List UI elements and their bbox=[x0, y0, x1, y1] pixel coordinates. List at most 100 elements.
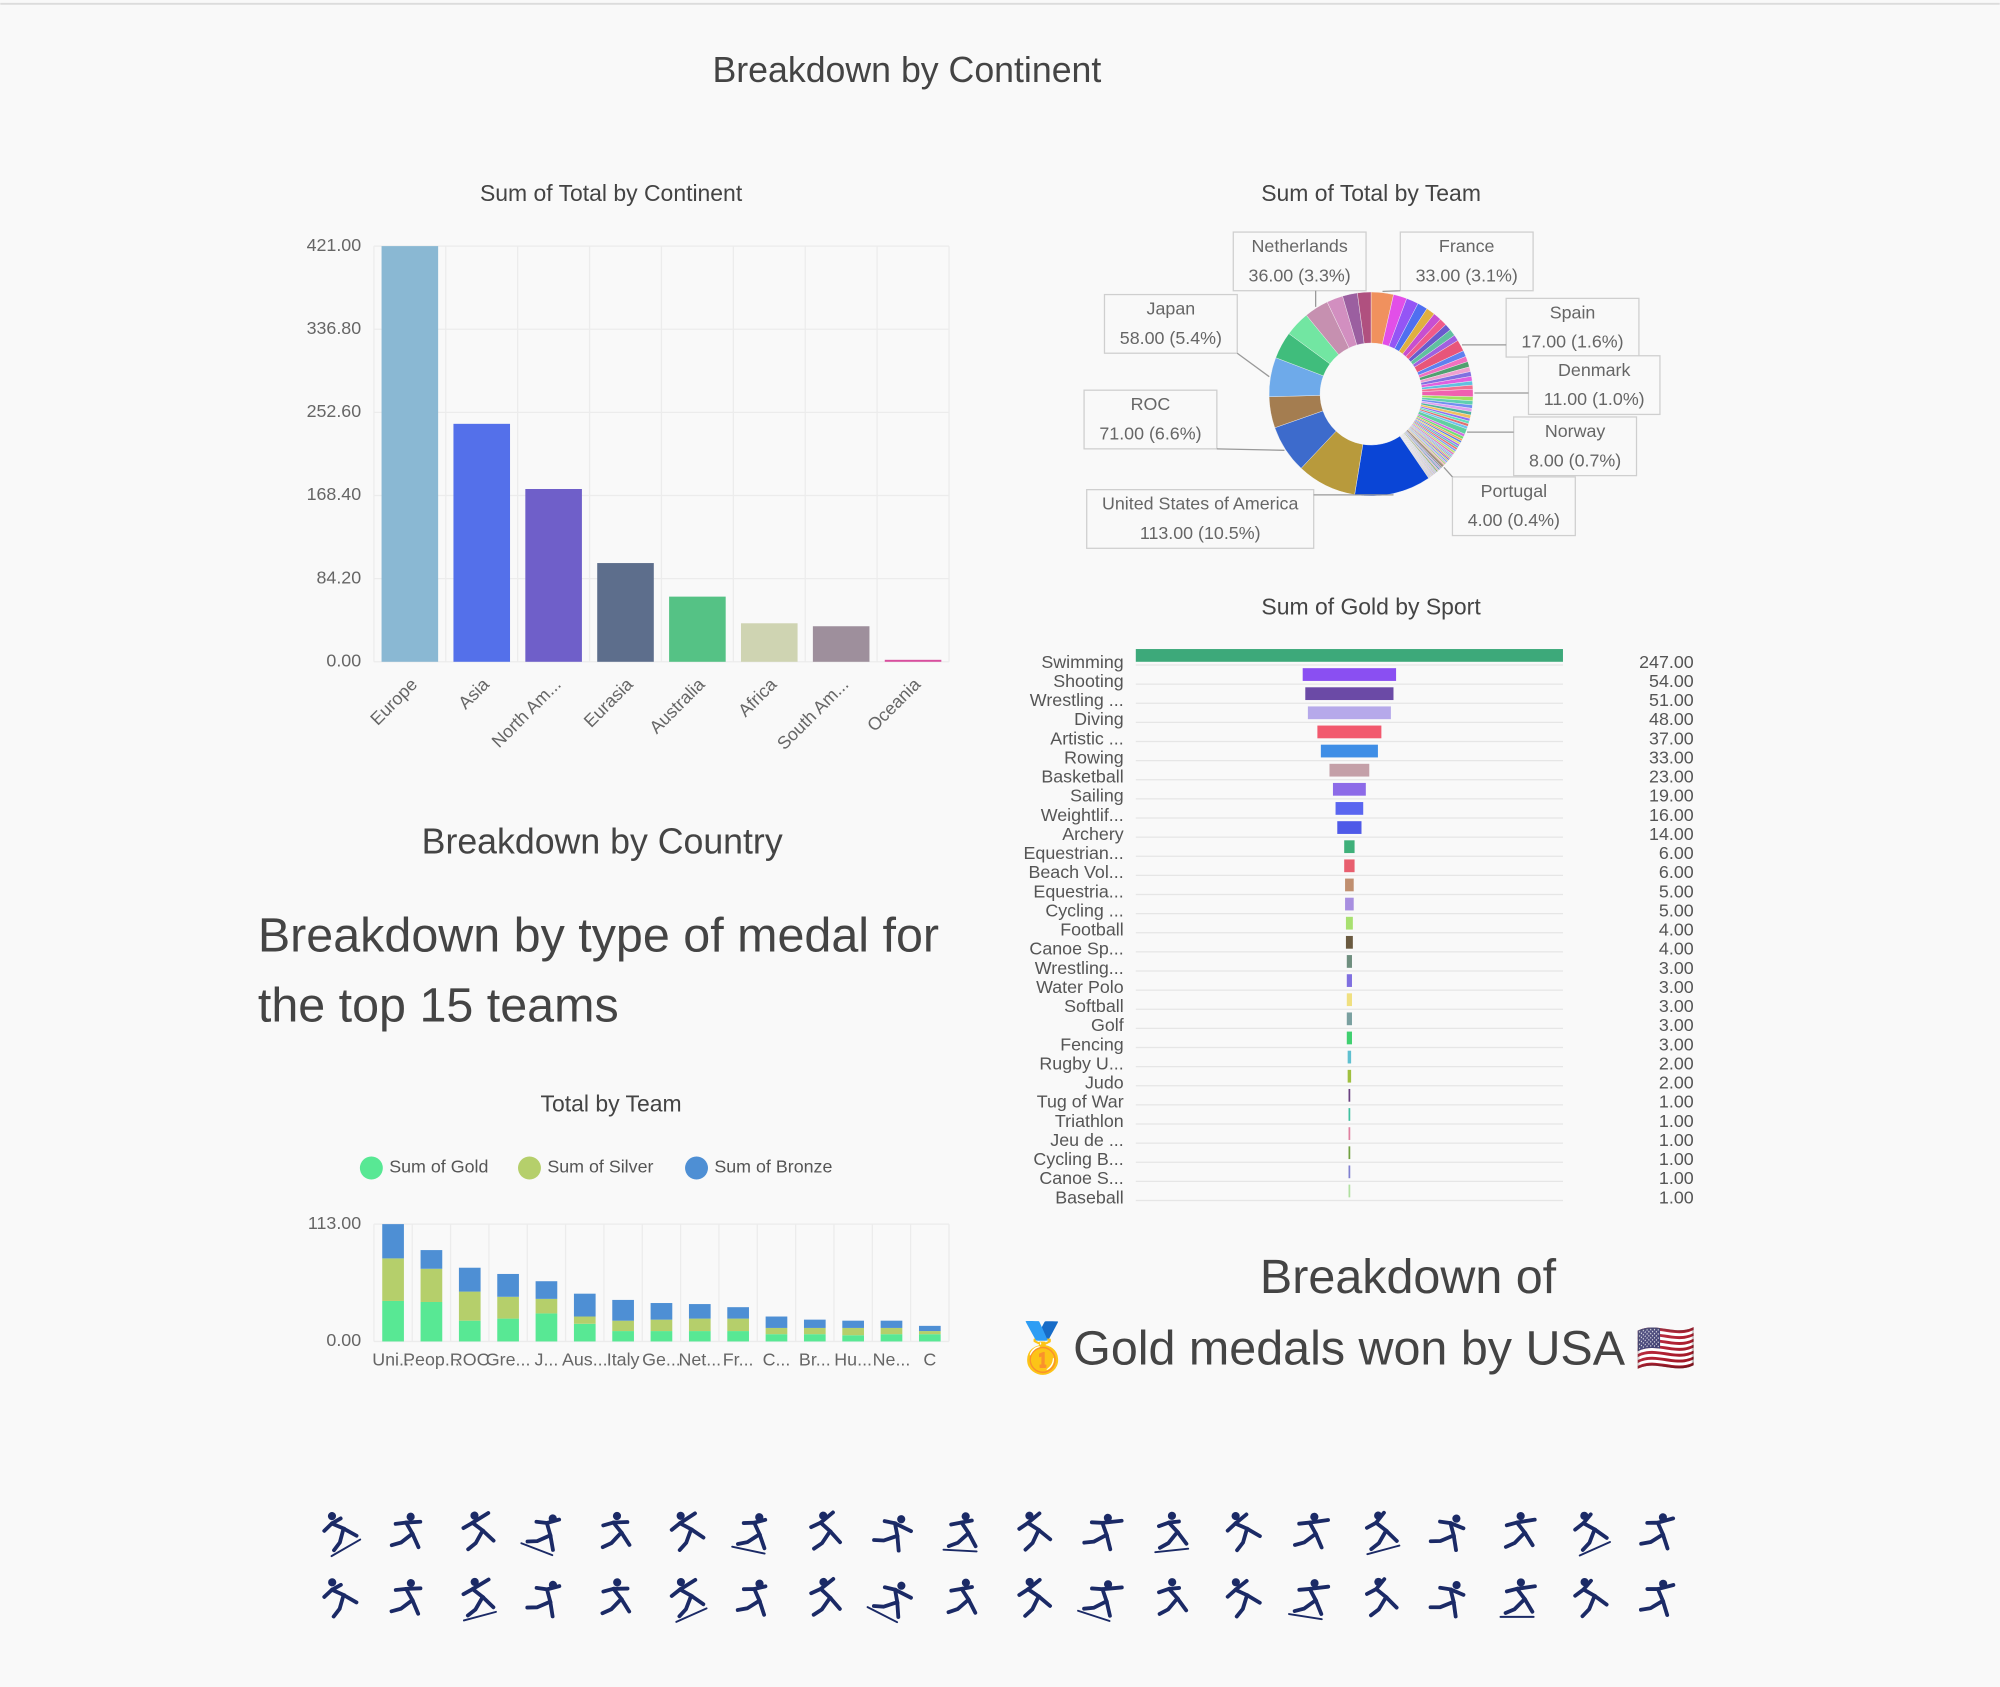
icon-head bbox=[1231, 1578, 1240, 1587]
value-label: 5.00 bbox=[1659, 900, 1694, 920]
value-label: 37.00 bbox=[1649, 728, 1694, 748]
icon-ground bbox=[1366, 1544, 1401, 1556]
category-label: Basketball bbox=[1041, 767, 1123, 787]
sport-icon bbox=[1499, 1578, 1537, 1618]
icon-limb bbox=[818, 1510, 835, 1525]
legend-label: Sum of Silver bbox=[547, 1157, 653, 1177]
bar-segment bbox=[420, 1268, 443, 1302]
sport-icon bbox=[520, 1514, 562, 1557]
icon-limb bbox=[1245, 1526, 1262, 1539]
bar-segment bbox=[688, 1304, 711, 1319]
sport-icon bbox=[669, 1511, 706, 1552]
bar-segment bbox=[497, 1296, 519, 1319]
bar-segment bbox=[842, 1327, 864, 1336]
icon-limb bbox=[1036, 1528, 1053, 1542]
icon-limb bbox=[959, 1518, 974, 1525]
slice-label-value: 8.00 (0.7%) bbox=[1529, 450, 1621, 470]
icon-limb bbox=[410, 1598, 421, 1616]
slice-label-name: Spain bbox=[1550, 302, 1596, 322]
icon-limb bbox=[818, 1577, 836, 1591]
value-label: 48.00 bbox=[1649, 709, 1694, 729]
slice-label-name: Portugal bbox=[1481, 481, 1547, 501]
icon-limb bbox=[470, 1577, 491, 1591]
slice-label: Denmark 11.00 (1.0%) bbox=[1474, 355, 1661, 416]
value-label: 5.00 bbox=[1659, 881, 1694, 901]
sport-icon bbox=[946, 1578, 978, 1615]
bar bbox=[669, 596, 726, 662]
chart-title: Total by Team bbox=[541, 1091, 682, 1117]
bar-segment bbox=[573, 1293, 596, 1317]
bar-segment bbox=[573, 1316, 596, 1324]
value-label: 4.00 bbox=[1659, 920, 1694, 940]
slice-label: Norway 8.00 (0.7%) bbox=[1467, 416, 1638, 477]
icon-limb bbox=[1036, 1594, 1052, 1608]
icon-limb bbox=[677, 1511, 697, 1526]
sport-icon bbox=[1292, 1512, 1330, 1550]
funnel-bar bbox=[1345, 916, 1353, 930]
bar-segment bbox=[535, 1298, 558, 1314]
icon-limb bbox=[689, 1527, 706, 1540]
funnel-bar bbox=[1345, 897, 1354, 911]
sport-icon bbox=[389, 1512, 423, 1550]
icon-limb bbox=[966, 1531, 978, 1549]
x-tick-label: C... bbox=[763, 1349, 791, 1369]
icon-limb bbox=[752, 1517, 768, 1525]
value-label: 3.00 bbox=[1659, 958, 1694, 978]
value-label: 1.00 bbox=[1659, 1187, 1694, 1207]
icon-limb bbox=[1515, 1584, 1537, 1591]
value-label: 1.00 bbox=[1659, 1168, 1694, 1188]
bar-segment bbox=[803, 1319, 826, 1328]
value-label: 3.00 bbox=[1659, 996, 1694, 1016]
y-tick-label: 252.60 bbox=[307, 401, 362, 421]
slice-label-value: 11.00 (1.0%) bbox=[1544, 389, 1645, 409]
sport-icon bbox=[1077, 1580, 1124, 1622]
legend-label: Sum of Gold bbox=[389, 1157, 488, 1177]
icon-head bbox=[1168, 1578, 1177, 1587]
icon-limb bbox=[1307, 1518, 1330, 1525]
bar-segment bbox=[688, 1318, 711, 1332]
icon-head bbox=[406, 1579, 415, 1588]
slice-label: Netherlands 36.00 (3.3%) bbox=[1232, 231, 1367, 307]
value-label: 1.00 bbox=[1659, 1092, 1694, 1112]
bar-segment bbox=[420, 1301, 443, 1342]
category-label: Swimming bbox=[1041, 652, 1123, 672]
bar-segment bbox=[842, 1320, 864, 1328]
sport-icon bbox=[461, 1511, 496, 1552]
slice-label-name: United States of America bbox=[1102, 494, 1298, 514]
bar-segment bbox=[688, 1331, 711, 1342]
category-label: Jeu de ... bbox=[1050, 1130, 1123, 1150]
icon-limb bbox=[1448, 1587, 1466, 1597]
funnel-bar bbox=[1345, 878, 1354, 892]
icon-head bbox=[897, 1581, 906, 1590]
icon-limb bbox=[1167, 1586, 1182, 1591]
sport-icon bbox=[731, 1513, 768, 1555]
icon-ground bbox=[1578, 1541, 1611, 1557]
value-label: 51.00 bbox=[1649, 690, 1694, 710]
bar-segment bbox=[382, 1224, 404, 1259]
icon-limb bbox=[757, 1532, 767, 1551]
icon-limb bbox=[1374, 1510, 1386, 1525]
icon-limb bbox=[1175, 1529, 1189, 1546]
sport-icon bbox=[600, 1578, 632, 1616]
category-label: Beach Vol... bbox=[1028, 862, 1123, 882]
y-tick-label: 168.40 bbox=[307, 484, 362, 504]
icon-limb bbox=[545, 1584, 562, 1592]
x-tick-label: Uni... bbox=[372, 1349, 414, 1369]
value-label: 19.00 bbox=[1649, 786, 1694, 806]
x-tick-label: Hu... bbox=[834, 1349, 872, 1369]
icon-limb bbox=[1655, 1583, 1676, 1591]
icon-limb bbox=[757, 1598, 767, 1617]
value-label: 54.00 bbox=[1649, 671, 1694, 691]
x-tick-label: Fr... bbox=[723, 1349, 754, 1369]
icon-limb bbox=[1104, 1599, 1112, 1618]
leader-line bbox=[1443, 466, 1453, 478]
bar bbox=[381, 246, 439, 662]
x-tick-label: C bbox=[923, 1349, 936, 1369]
sport-icon bbox=[1365, 1577, 1399, 1618]
sport-icon bbox=[600, 1511, 632, 1550]
funnel-bar bbox=[1320, 744, 1378, 758]
bar bbox=[597, 563, 654, 662]
funnel-bar bbox=[1344, 840, 1355, 854]
section-heading: Breakdown of bbox=[1260, 1250, 1557, 1304]
sport-icon bbox=[1288, 1579, 1331, 1621]
